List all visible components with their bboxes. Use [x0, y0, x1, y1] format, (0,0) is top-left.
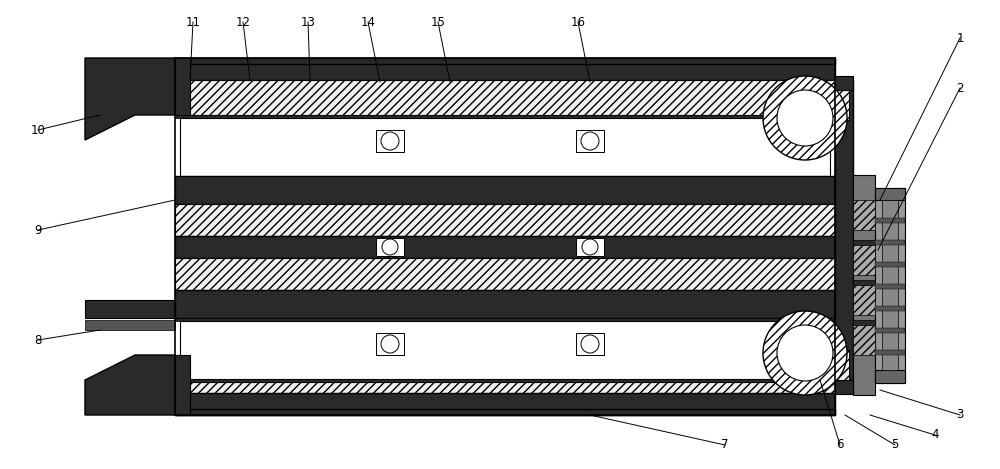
- Bar: [835, 80, 849, 120]
- Bar: [875, 218, 905, 223]
- Text: 5: 5: [891, 439, 899, 452]
- Text: 8: 8: [34, 333, 42, 347]
- Bar: [180, 321, 830, 379]
- Bar: [175, 58, 835, 80]
- Bar: [875, 188, 905, 200]
- Polygon shape: [85, 58, 175, 140]
- Text: 14: 14: [360, 15, 376, 29]
- Bar: [835, 76, 853, 90]
- Bar: [175, 204, 835, 236]
- Text: 10: 10: [31, 123, 45, 136]
- Text: 16: 16: [570, 15, 586, 29]
- Text: 1: 1: [956, 31, 964, 45]
- Bar: [175, 176, 835, 204]
- Bar: [175, 318, 835, 321]
- Bar: [835, 380, 853, 394]
- Circle shape: [581, 132, 599, 150]
- Bar: [875, 262, 905, 267]
- Circle shape: [763, 311, 847, 395]
- Bar: [376, 238, 404, 256]
- Circle shape: [777, 90, 833, 146]
- Text: 2: 2: [956, 82, 964, 94]
- Bar: [875, 188, 905, 383]
- Bar: [875, 284, 905, 289]
- Bar: [175, 382, 835, 415]
- Bar: [85, 300, 175, 318]
- Bar: [175, 409, 835, 415]
- Bar: [853, 280, 875, 285]
- Bar: [175, 58, 190, 115]
- Bar: [376, 333, 404, 355]
- Bar: [376, 130, 404, 152]
- Text: 15: 15: [431, 15, 445, 29]
- Bar: [85, 320, 175, 330]
- Text: 6: 6: [836, 439, 844, 452]
- Circle shape: [582, 239, 598, 255]
- Bar: [576, 333, 604, 355]
- Bar: [175, 379, 835, 382]
- Polygon shape: [85, 355, 175, 415]
- Bar: [853, 325, 875, 355]
- Text: 3: 3: [956, 408, 964, 422]
- Bar: [875, 350, 905, 355]
- Bar: [853, 240, 875, 245]
- Bar: [175, 258, 835, 290]
- Bar: [175, 355, 190, 415]
- Bar: [875, 306, 905, 311]
- Bar: [835, 350, 849, 390]
- Text: 13: 13: [301, 15, 315, 29]
- Text: 4: 4: [931, 429, 939, 441]
- Circle shape: [381, 132, 399, 150]
- Bar: [875, 328, 905, 333]
- Bar: [175, 58, 835, 64]
- Bar: [853, 320, 875, 325]
- Bar: [875, 370, 905, 383]
- Bar: [875, 240, 905, 245]
- Bar: [853, 200, 875, 230]
- Text: 12: 12: [236, 15, 250, 29]
- Bar: [175, 290, 835, 318]
- Bar: [175, 236, 835, 258]
- Bar: [175, 393, 835, 415]
- Text: 9: 9: [34, 224, 42, 236]
- Circle shape: [381, 335, 399, 353]
- Bar: [853, 175, 875, 395]
- Bar: [175, 80, 835, 115]
- Bar: [853, 245, 875, 275]
- Text: 11: 11: [186, 15, 200, 29]
- Circle shape: [581, 335, 599, 353]
- Bar: [853, 285, 875, 315]
- Bar: [576, 238, 604, 256]
- Bar: [576, 130, 604, 152]
- Bar: [882, 200, 898, 370]
- Circle shape: [382, 239, 398, 255]
- Circle shape: [777, 325, 833, 381]
- Bar: [835, 80, 853, 390]
- Bar: [175, 115, 835, 118]
- Text: 7: 7: [721, 439, 729, 452]
- Bar: [180, 226, 830, 268]
- Bar: [180, 118, 830, 176]
- Circle shape: [763, 76, 847, 160]
